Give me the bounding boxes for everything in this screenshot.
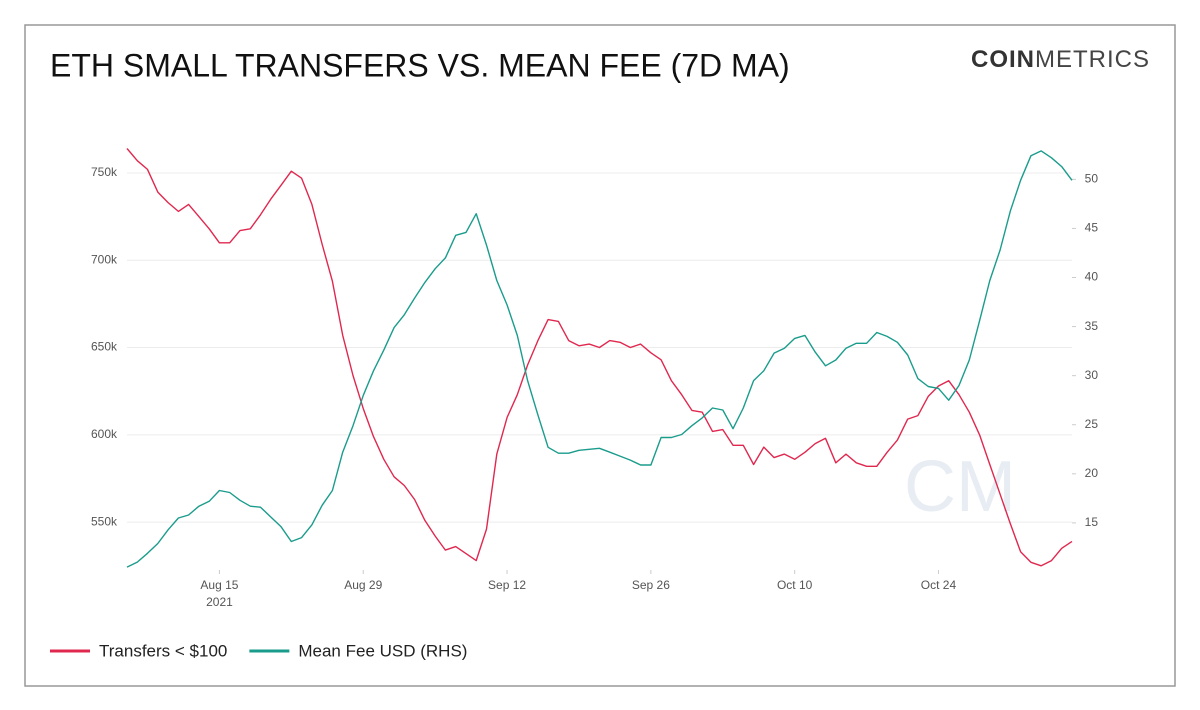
x-tick-label: Oct 10: [777, 578, 813, 592]
logo-bold: COIN: [971, 46, 1035, 73]
logo-light: METRICS: [1035, 46, 1150, 73]
y-tick-label: 600k: [91, 427, 118, 441]
y2-tick-label: 35: [1085, 319, 1099, 333]
series-line: [126, 150, 1073, 568]
logo: COINMETRICS: [971, 46, 1150, 73]
legend-label: Mean Fee USD (RHS): [298, 641, 467, 660]
y-tick-label: 550k: [91, 514, 118, 528]
series-line: [126, 148, 1073, 567]
x-tick-label: Sep 26: [632, 578, 670, 592]
y2-tick-label: 20: [1085, 466, 1099, 480]
x-tick-label: Aug 15: [200, 578, 238, 592]
y2-tick-label: 45: [1085, 221, 1099, 235]
y-tick-label: 700k: [91, 252, 118, 266]
y-tick-label: 650k: [91, 340, 118, 354]
x-tick-label: Aug 29: [344, 578, 382, 592]
chart-title: ETH SMALL TRANSFERS VS. MEAN FEE (7D MA): [50, 47, 790, 83]
y-tick-label: 750k: [91, 165, 118, 179]
y2-tick-label: 40: [1085, 270, 1099, 284]
y2-tick-label: 50: [1085, 172, 1099, 186]
frame: [24, 24, 1176, 687]
x-year-label: 2021: [206, 595, 233, 609]
x-tick-label: Sep 12: [488, 578, 526, 592]
watermark: CM: [904, 447, 1016, 527]
y2-tick-label: 15: [1085, 515, 1099, 529]
y2-tick-label: 25: [1085, 417, 1099, 431]
y2-tick-label: 30: [1085, 368, 1099, 382]
x-tick-label: Oct 24: [921, 578, 957, 592]
legend-label: Transfers < $100: [99, 641, 227, 660]
